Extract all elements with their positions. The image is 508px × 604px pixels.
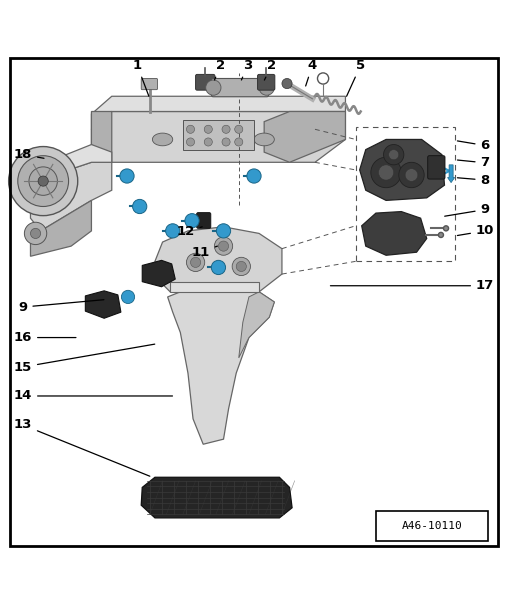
Text: 1: 1 (133, 59, 149, 96)
Circle shape (235, 125, 243, 133)
Circle shape (282, 79, 292, 89)
Circle shape (405, 169, 418, 181)
Circle shape (236, 262, 246, 272)
Polygon shape (85, 291, 121, 318)
Circle shape (378, 165, 394, 180)
Polygon shape (91, 112, 112, 162)
Circle shape (186, 138, 195, 146)
Circle shape (438, 233, 443, 237)
FancyBboxPatch shape (211, 79, 269, 97)
Circle shape (214, 237, 233, 255)
Text: 6: 6 (457, 139, 490, 152)
FancyBboxPatch shape (197, 213, 211, 228)
Circle shape (190, 257, 201, 268)
Circle shape (211, 260, 226, 275)
Text: 8: 8 (457, 173, 490, 187)
Polygon shape (360, 140, 444, 201)
Polygon shape (168, 292, 274, 444)
Circle shape (9, 147, 78, 216)
Ellipse shape (254, 133, 274, 146)
Polygon shape (30, 201, 91, 256)
Text: 18: 18 (14, 148, 44, 161)
Circle shape (218, 241, 229, 251)
Polygon shape (239, 292, 274, 358)
FancyBboxPatch shape (196, 74, 215, 90)
Circle shape (222, 138, 230, 146)
Circle shape (29, 167, 57, 195)
Polygon shape (155, 227, 282, 292)
Polygon shape (170, 281, 259, 292)
Circle shape (18, 156, 69, 207)
Circle shape (204, 125, 212, 133)
Circle shape (247, 169, 261, 183)
Text: A46-10110: A46-10110 (401, 521, 462, 531)
Circle shape (384, 144, 404, 165)
Circle shape (186, 125, 195, 133)
Text: 11: 11 (192, 246, 217, 259)
Polygon shape (91, 96, 345, 129)
FancyBboxPatch shape (428, 156, 445, 179)
Circle shape (443, 226, 449, 231)
Text: 5: 5 (346, 59, 365, 96)
Text: 9: 9 (444, 203, 490, 216)
Circle shape (399, 162, 424, 188)
Circle shape (216, 223, 231, 238)
Ellipse shape (152, 133, 173, 146)
Polygon shape (142, 260, 175, 287)
Polygon shape (91, 112, 345, 162)
Circle shape (235, 138, 243, 146)
Circle shape (185, 214, 199, 228)
Circle shape (389, 150, 399, 160)
Circle shape (133, 199, 147, 214)
Text: 14: 14 (14, 390, 173, 402)
Ellipse shape (203, 133, 224, 146)
Circle shape (24, 222, 47, 245)
Text: 7: 7 (457, 156, 490, 169)
Text: 12: 12 (176, 225, 202, 239)
Polygon shape (30, 162, 112, 231)
Circle shape (121, 291, 135, 304)
Text: 3: 3 (241, 59, 252, 80)
Polygon shape (264, 112, 345, 162)
Circle shape (371, 157, 401, 188)
Circle shape (38, 176, 48, 186)
Text: 13: 13 (14, 419, 150, 476)
Bar (376, 512, 488, 541)
Circle shape (204, 138, 212, 146)
Text: 16: 16 (14, 331, 76, 344)
Polygon shape (30, 144, 112, 190)
Text: 10: 10 (457, 224, 494, 237)
Text: 17: 17 (330, 279, 494, 292)
Text: 2: 2 (214, 59, 226, 80)
Bar (183, 120, 254, 150)
FancyBboxPatch shape (141, 79, 157, 89)
Circle shape (259, 80, 274, 95)
Text: 4: 4 (306, 59, 317, 86)
Polygon shape (362, 211, 427, 255)
Polygon shape (141, 477, 292, 518)
FancyBboxPatch shape (258, 74, 275, 90)
Text: 15: 15 (14, 344, 155, 373)
Circle shape (120, 169, 134, 183)
Text: 2: 2 (264, 59, 276, 80)
Circle shape (232, 257, 250, 275)
Bar (356, 127, 455, 262)
Circle shape (222, 125, 230, 133)
FancyArrow shape (448, 165, 455, 182)
Circle shape (206, 80, 221, 95)
Text: 9: 9 (18, 300, 104, 313)
Circle shape (166, 223, 180, 238)
Circle shape (30, 228, 41, 239)
Circle shape (186, 253, 205, 272)
